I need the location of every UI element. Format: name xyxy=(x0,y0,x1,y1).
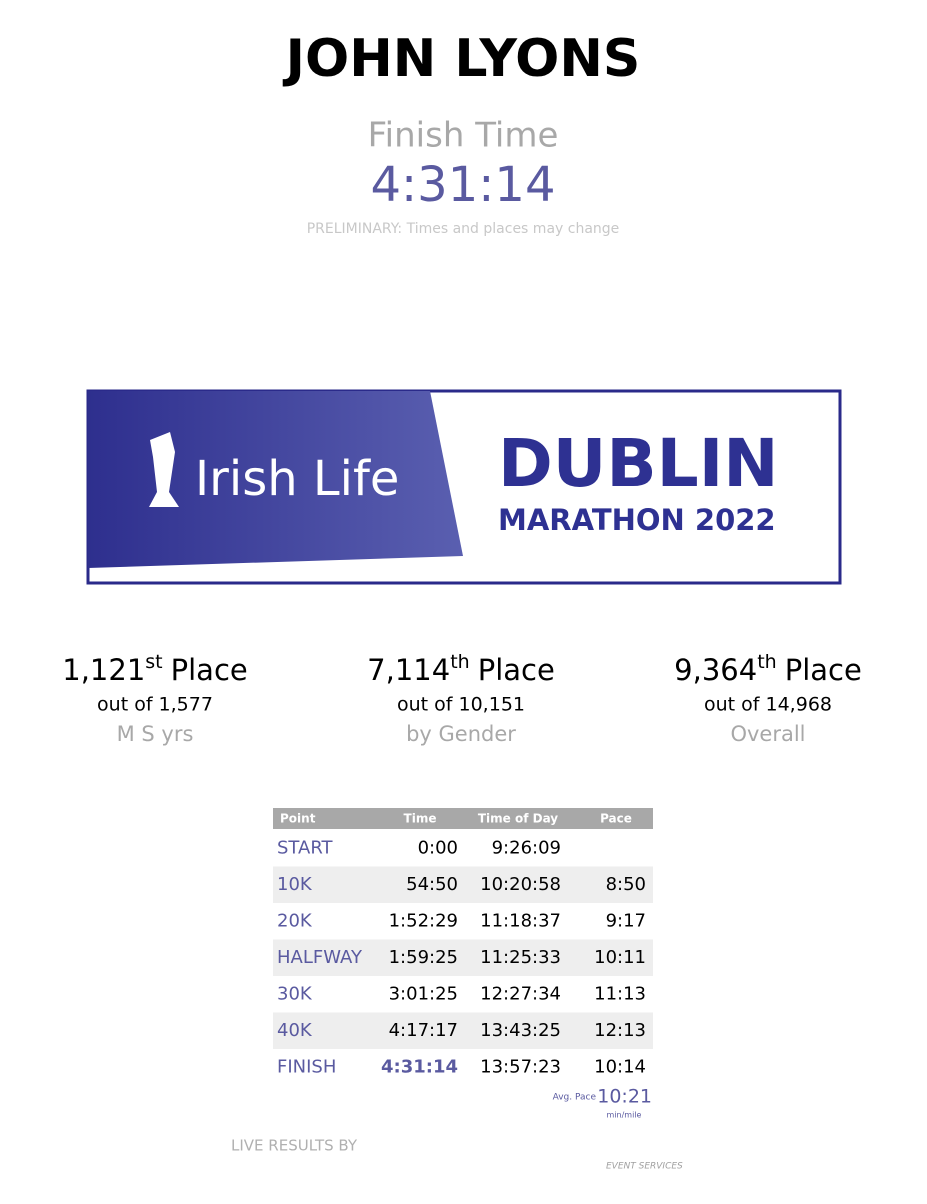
split-cell: 12:27:34 xyxy=(480,984,561,1005)
avg-pace-label: Avg. Pace xyxy=(553,1093,597,1103)
column-header: Time of Day xyxy=(478,812,558,826)
split-cell: 9:26:09 xyxy=(492,838,561,859)
split-point: 20K xyxy=(277,911,313,932)
split-point: FINISH xyxy=(277,1057,336,1078)
split-cell: 8:50 xyxy=(606,874,646,895)
place-suffix: th xyxy=(757,651,777,673)
split-cell: 10:11 xyxy=(594,947,646,968)
split-cell: 4:31:14 xyxy=(381,1057,458,1078)
split-cell: 11:25:33 xyxy=(480,947,561,968)
split-cell: 3:01:25 xyxy=(389,984,458,1005)
split-cell: 13:57:23 xyxy=(480,1057,561,1078)
splits-table: Point Time Time of Day Pace START 0:00 9:26:09… xyxy=(273,808,653,1078)
runner-name: JOHN LYONS xyxy=(283,29,641,89)
split-cell: 9:17 xyxy=(606,911,646,932)
place-suffix: th xyxy=(450,651,470,673)
logo-panel xyxy=(88,391,463,568)
split-cell: 0:00 xyxy=(418,838,458,859)
avg-pace-unit: min/mile xyxy=(607,1111,642,1120)
split-cell: 4:17:17 xyxy=(389,1020,458,1041)
finish-label: Finish Time xyxy=(368,116,559,156)
row-bg xyxy=(273,1012,653,1049)
place-category: by Gender xyxy=(406,722,516,746)
split-cell: 10:14 xyxy=(594,1057,646,1078)
split-cell: 54:50 xyxy=(406,874,458,895)
row-bg xyxy=(273,866,653,903)
place-out-of: out of 1,577 xyxy=(97,694,213,716)
split-cell: 10:20:58 xyxy=(480,874,561,895)
row-bg xyxy=(273,939,653,976)
split-point: 10K xyxy=(277,874,313,895)
footer-services: EVENT SERVICES xyxy=(606,1162,683,1172)
place-label: Place xyxy=(171,653,248,687)
split-cell: 12:13 xyxy=(594,1020,646,1041)
logo-icon xyxy=(149,432,179,507)
split-cell: 13:43:25 xyxy=(480,1020,561,1041)
split-point: 30K xyxy=(277,984,313,1005)
place-out-of: out of 14,968 xyxy=(704,694,832,716)
place-rank: 7,114 xyxy=(367,653,450,687)
column-header: Time xyxy=(404,812,437,826)
split-point: 40K xyxy=(277,1020,313,1041)
place-label: Place xyxy=(785,653,862,687)
sponsor-name: Irish Life xyxy=(195,451,399,507)
finish-time: 4:31:14 xyxy=(370,157,555,213)
split-cell: 11:18:37 xyxy=(480,911,561,932)
event-logo: Irish Life DUBLIN MARATHON 2022 xyxy=(86,389,842,585)
split-cell: 1:52:29 xyxy=(389,911,458,932)
preliminary-note: PRELIMINARY: Times and places may change xyxy=(307,221,620,237)
split-point: START xyxy=(277,838,334,859)
place-label: Place xyxy=(478,653,555,687)
place-rank-line: 9,364th Place xyxy=(674,651,862,688)
event-subtitle: MARATHON 2022 xyxy=(498,503,776,537)
split-cell: 1:59:25 xyxy=(389,947,458,968)
place-rank: 1,121 xyxy=(62,653,145,687)
table-header-bg xyxy=(273,808,653,829)
place-suffix: st xyxy=(145,651,162,673)
event-name: DUBLIN xyxy=(498,425,779,502)
place-rank-line: 7,114th Place xyxy=(367,651,555,688)
place-category: Overall xyxy=(730,722,805,746)
split-point: HALFWAY xyxy=(277,947,363,968)
footer-results-by: LIVE RESULTS BY xyxy=(231,1137,358,1155)
place-out-of: out of 10,151 xyxy=(397,694,525,716)
column-header: Point xyxy=(280,812,316,826)
split-cell: 11:13 xyxy=(594,984,646,1005)
place-rank: 9,364 xyxy=(674,653,757,687)
place-rank-line: 1,121st Place xyxy=(62,651,248,688)
avg-pace-value: 10:21 xyxy=(597,1086,652,1108)
column-header: Pace xyxy=(600,812,632,826)
place-category: M S yrs xyxy=(117,722,194,746)
